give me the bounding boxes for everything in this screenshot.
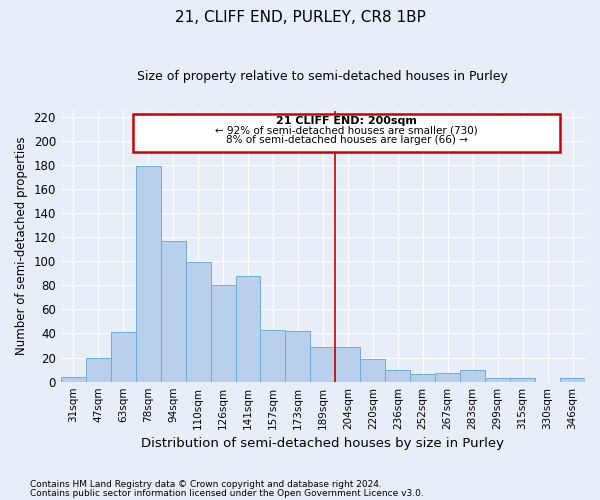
Text: 21, CLIFF END, PURLEY, CR8 1BP: 21, CLIFF END, PURLEY, CR8 1BP [175, 10, 425, 25]
Bar [236, 276, 260, 382]
Bar [61, 377, 86, 382]
Bar [385, 370, 410, 382]
Bar [260, 330, 286, 382]
Text: 21 CLIFF END: 200sqm: 21 CLIFF END: 200sqm [276, 116, 417, 126]
Bar [310, 346, 335, 382]
Bar [460, 370, 485, 382]
Bar [286, 331, 310, 382]
Bar [410, 374, 435, 382]
Bar [485, 378, 510, 382]
Bar [335, 346, 361, 382]
Text: Contains HM Land Registry data © Crown copyright and database right 2024.: Contains HM Land Registry data © Crown c… [30, 480, 382, 489]
Bar [86, 358, 111, 382]
Bar [435, 373, 460, 382]
Bar [560, 378, 585, 382]
Text: Contains public sector information licensed under the Open Government Licence v3: Contains public sector information licen… [30, 488, 424, 498]
Bar [510, 378, 535, 382]
Bar [211, 286, 236, 382]
Title: Size of property relative to semi-detached houses in Purley: Size of property relative to semi-detach… [137, 70, 508, 83]
Bar [185, 262, 211, 382]
Text: ← 92% of semi-detached houses are smaller (730): ← 92% of semi-detached houses are smalle… [215, 126, 478, 136]
Text: 8% of semi-detached houses are larger (66) →: 8% of semi-detached houses are larger (6… [226, 136, 467, 145]
FancyBboxPatch shape [133, 114, 560, 152]
Bar [161, 240, 185, 382]
Bar [361, 359, 385, 382]
Bar [136, 166, 161, 382]
Y-axis label: Number of semi-detached properties: Number of semi-detached properties [15, 137, 28, 356]
X-axis label: Distribution of semi-detached houses by size in Purley: Distribution of semi-detached houses by … [142, 437, 505, 450]
Bar [111, 332, 136, 382]
